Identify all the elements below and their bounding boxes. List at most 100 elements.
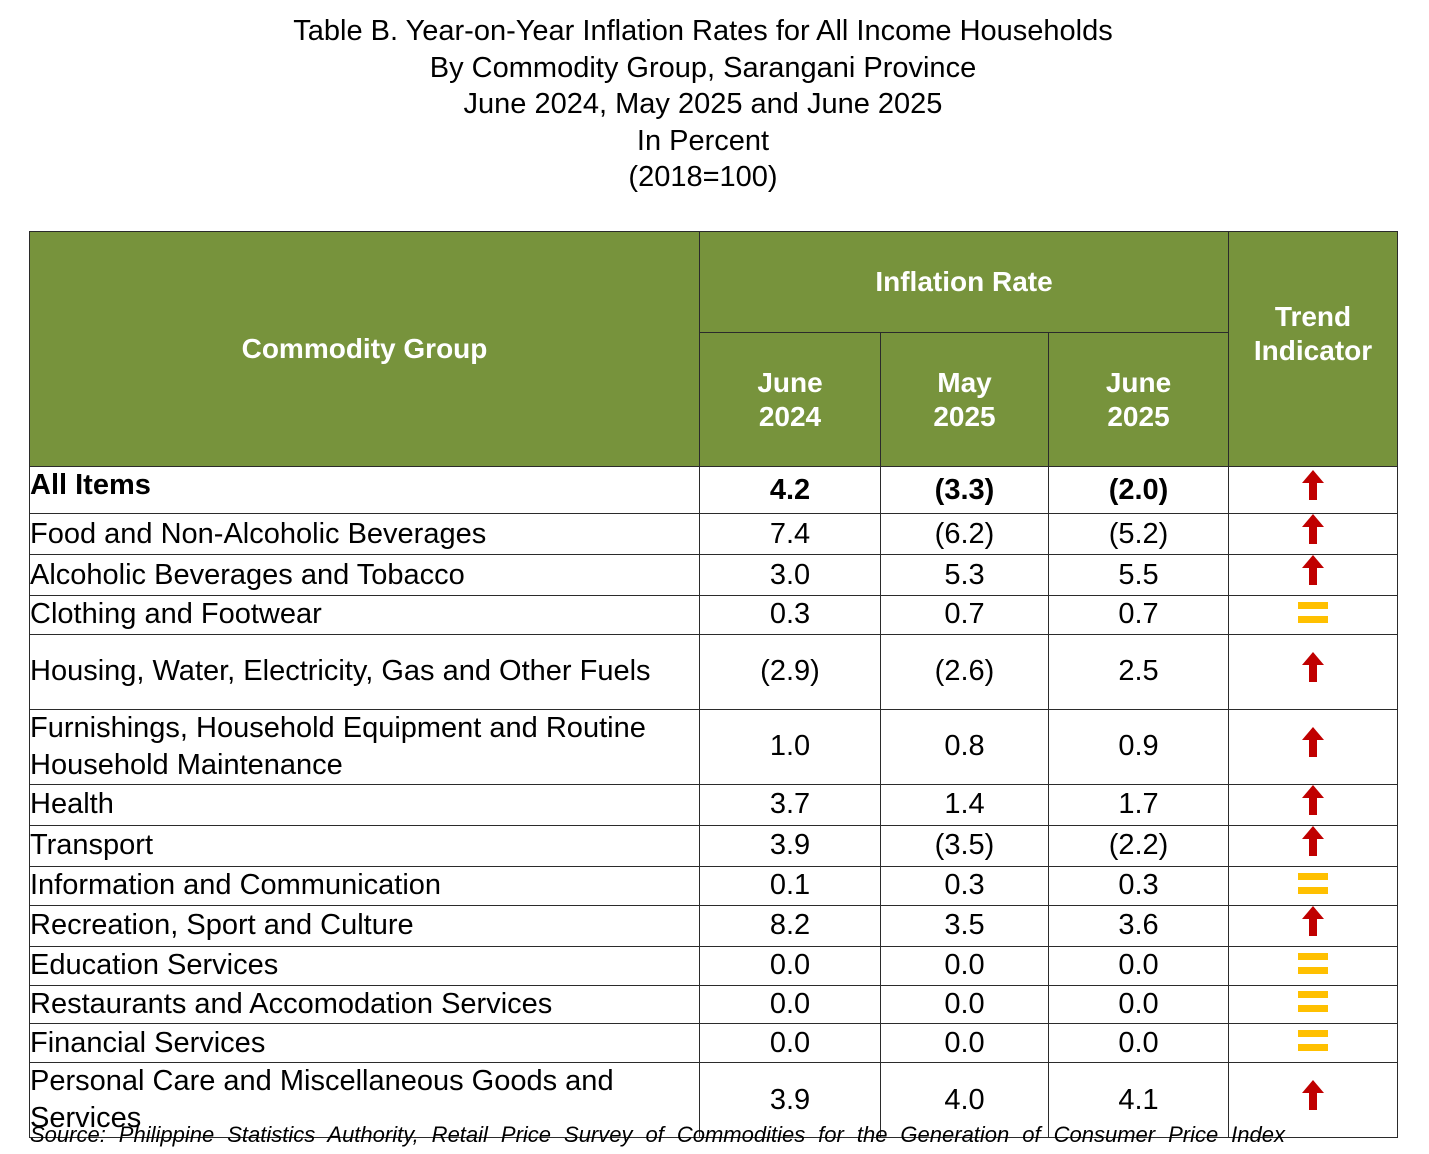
- up-arrow-icon: [1302, 825, 1325, 866]
- header-period-jun2025: June 2025: [1047, 332, 1230, 467]
- commodity-name: Food and Non-Alcoholic Beverages: [29, 513, 700, 555]
- table-row: Furnishings, Household Equipment and Rou…: [29, 708, 1399, 785]
- table-row: All Items 4.2 (3.3) (2.0): [29, 466, 1399, 514]
- commodity-name: Recreation, Sport and Culture: [29, 904, 700, 947]
- rate-jun2025: 0.3: [1047, 865, 1230, 906]
- up-arrow-icon: [1302, 784, 1325, 825]
- equal-sign-icon: [1298, 1025, 1329, 1062]
- up-arrow-icon: [1302, 555, 1325, 595]
- table-row: Housing, Water, Electricity, Gas and Oth…: [29, 633, 1399, 710]
- rate-jun2024: 4.2: [699, 466, 881, 514]
- header-trend-line-2: Indicator: [1253, 335, 1373, 366]
- rate-jun2024: 3.0: [699, 554, 881, 596]
- equal-sign-icon: [1298, 986, 1329, 1023]
- rate-may2025: 0.7: [880, 595, 1049, 635]
- trend-cell: [1228, 945, 1399, 986]
- trend-cell: [1228, 865, 1399, 906]
- rate-jun2025: (5.2): [1047, 513, 1230, 555]
- rate-may2025: 1.4: [880, 783, 1049, 826]
- rate-may2025: 0.0: [880, 984, 1049, 1025]
- rate-may2025: (3.5): [880, 824, 1049, 867]
- table-title: Table B. Year-on-Year Inflation Rates fo…: [0, 13, 1406, 196]
- header-period-year: 2025: [933, 400, 996, 432]
- trend-cell: [1228, 466, 1399, 514]
- equal-sign-icon: [1298, 597, 1329, 634]
- rate-jun2024: 0.3: [699, 595, 881, 635]
- trend-cell: [1228, 1023, 1399, 1064]
- equal-sign-icon: [1298, 868, 1329, 905]
- up-arrow-icon: [1302, 651, 1325, 692]
- header-period-month: May: [937, 366, 992, 398]
- commodity-name: Housing, Water, Electricity, Gas and Oth…: [29, 633, 700, 710]
- table-row: Education Services 0.0 0.0 0.0: [29, 945, 1399, 986]
- title-line-4: In Percent: [636, 124, 770, 157]
- up-arrow-icon: [1302, 514, 1325, 554]
- commodity-name: Clothing and Footwear: [29, 595, 700, 635]
- commodity-name: Furnishings, Household Equipment and Rou…: [29, 708, 700, 785]
- table-row: Personal Care and Miscellaneous Goods an…: [29, 1062, 1399, 1139]
- header-period-may2025: May 2025: [880, 332, 1049, 467]
- commodity-name: Education Services: [29, 945, 700, 986]
- header-period-year: 2024: [758, 400, 822, 432]
- source-note: Source: Philippine Statistics Authority,…: [30, 1122, 1285, 1147]
- rate-jun2025: (2.2): [1047, 824, 1230, 867]
- title-line-1: Table B. Year-on-Year Inflation Rates fo…: [293, 15, 1113, 47]
- rate-may2025: (2.6): [880, 633, 1049, 710]
- header-trend-line-1: Trend: [1274, 301, 1352, 332]
- table-row: Restaurants and Accomodation Services 0.0…: [29, 984, 1399, 1025]
- rate-jun2025: 4.1: [1047, 1062, 1230, 1139]
- trend-cell: [1228, 904, 1399, 947]
- rate-jun2024: 3.9: [699, 824, 881, 867]
- trend-cell: [1228, 554, 1399, 596]
- trend-cell: [1228, 708, 1399, 785]
- trend-cell: [1228, 1062, 1399, 1139]
- commodity-name: Personal Care and Miscellaneous Goods an…: [29, 1062, 700, 1139]
- commodity-name: Restaurants and Accomodation Services: [29, 984, 700, 1025]
- table-row: Financial Services 0.0 0.0 0.0: [29, 1023, 1399, 1064]
- commodity-name: All Items: [29, 466, 700, 514]
- trend-cell: [1228, 513, 1399, 555]
- header-inflation-rate: Inflation Rate: [698, 231, 1230, 333]
- rate-jun2025: 0.7: [1047, 595, 1230, 635]
- table-row: Health 3.7 1.4 1.7: [29, 783, 1399, 826]
- rate-jun2025: 3.6: [1047, 904, 1230, 947]
- table-row: Information and Communication 0.1 0.3 0.3: [29, 865, 1399, 906]
- table-row: Clothing and Footwear 0.3 0.7 0.7: [29, 595, 1399, 635]
- rate-jun2024: 0.0: [699, 945, 881, 986]
- rate-jun2024: (2.9): [699, 633, 881, 710]
- commodity-name: Information and Communication: [29, 865, 700, 906]
- header-period-month: June: [1105, 366, 1172, 398]
- trend-cell: [1228, 824, 1399, 867]
- header-period-year: 2025: [1107, 400, 1170, 432]
- rate-may2025: 3.5: [880, 904, 1049, 947]
- rate-jun2024: 8.2: [699, 904, 881, 947]
- commodity-name: Financial Services: [29, 1023, 700, 1064]
- rate-jun2025: 0.9: [1047, 708, 1230, 785]
- title-line-5: (2018=100): [628, 161, 778, 193]
- commodity-name: Health: [29, 783, 700, 826]
- rate-may2025: 5.3: [880, 554, 1049, 596]
- title-line-3: June 2024, May 2025 and June 2025: [463, 88, 943, 120]
- trend-cell: [1228, 984, 1399, 1025]
- rate-jun2025: 0.0: [1047, 945, 1230, 986]
- rate-jun2025: 2.5: [1047, 633, 1230, 710]
- rate-jun2024: 3.7: [699, 783, 881, 826]
- rate-may2025: 4.0: [880, 1062, 1049, 1139]
- rate-may2025: (3.3): [880, 466, 1049, 514]
- up-arrow-icon: [1302, 470, 1325, 510]
- rate-jun2025: 0.0: [1047, 984, 1230, 1025]
- table-row: Recreation, Sport and Culture 8.2 3.5 3.6: [29, 904, 1399, 947]
- rate-may2025: 0.8: [880, 708, 1049, 785]
- rate-jun2024: 3.9: [699, 1062, 881, 1139]
- rate-may2025: 0.0: [880, 945, 1049, 986]
- equal-sign-icon: [1298, 948, 1329, 985]
- header-period-jun2024: June 2024: [699, 332, 881, 467]
- table-row: Alcoholic Beverages and Tobacco 3.0 5.3 5.5: [29, 554, 1399, 596]
- up-arrow-icon: [1302, 905, 1325, 946]
- rate-jun2025: (2.0): [1047, 466, 1230, 514]
- table-body: All Items 4.2 (3.3) (2.0) Food and Non-Alcoh…: [29, 466, 1399, 1139]
- rate-jun2025: 1.7: [1047, 783, 1230, 826]
- up-arrow-icon: [1302, 726, 1325, 767]
- table-row: Food and Non-Alcoholic Beverages 7.4 (6.2)…: [29, 513, 1399, 555]
- commodity-name: Transport: [29, 824, 700, 867]
